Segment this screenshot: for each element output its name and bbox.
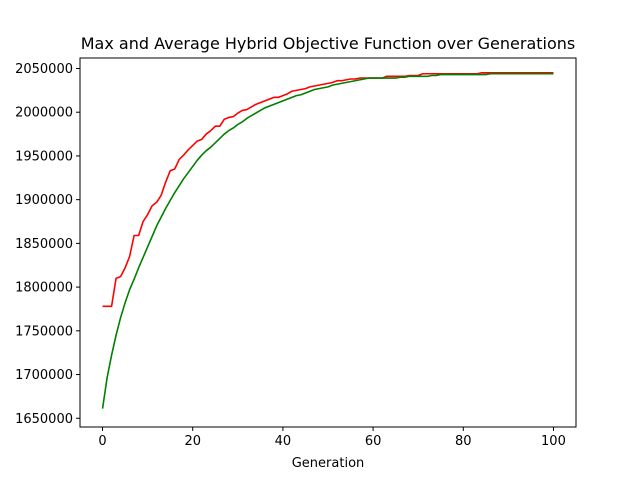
x-axis: 0 20 40 60 80 100: [98, 427, 566, 449]
plot-area-frame: [79, 57, 577, 428]
x-tick-label: 100: [541, 434, 566, 449]
y-tick-label: 1750000: [15, 324, 73, 339]
x-tick-label: 60: [365, 434, 382, 449]
y-tick-label: 1650000: [15, 412, 73, 427]
y-axis: 1650000 1700000 1750000 1800000 1850000 19000…: [15, 62, 80, 427]
y-tick-label: 2050000: [15, 62, 73, 77]
x-tick-label: 20: [184, 434, 201, 449]
series-layer: [101, 72, 554, 409]
x-tick-label: 80: [455, 434, 472, 449]
series-line-2: [101, 72, 554, 409]
y-tick-label: 1950000: [15, 149, 73, 164]
series-line-1: [102, 72, 554, 308]
y-tick-label: 2000000: [15, 106, 73, 121]
y-tick-label: 1700000: [15, 368, 73, 383]
x-axis-label: Generation: [292, 456, 365, 471]
x-tick-label: 40: [275, 434, 292, 449]
y-tick-label: 1850000: [15, 237, 73, 252]
y-tick-label: 1800000: [15, 281, 73, 296]
chart-title: Max and Average Hybrid Objective Functio…: [81, 34, 576, 53]
x-tick-label: 0: [98, 434, 106, 449]
y-tick-label: 1900000: [15, 193, 73, 208]
